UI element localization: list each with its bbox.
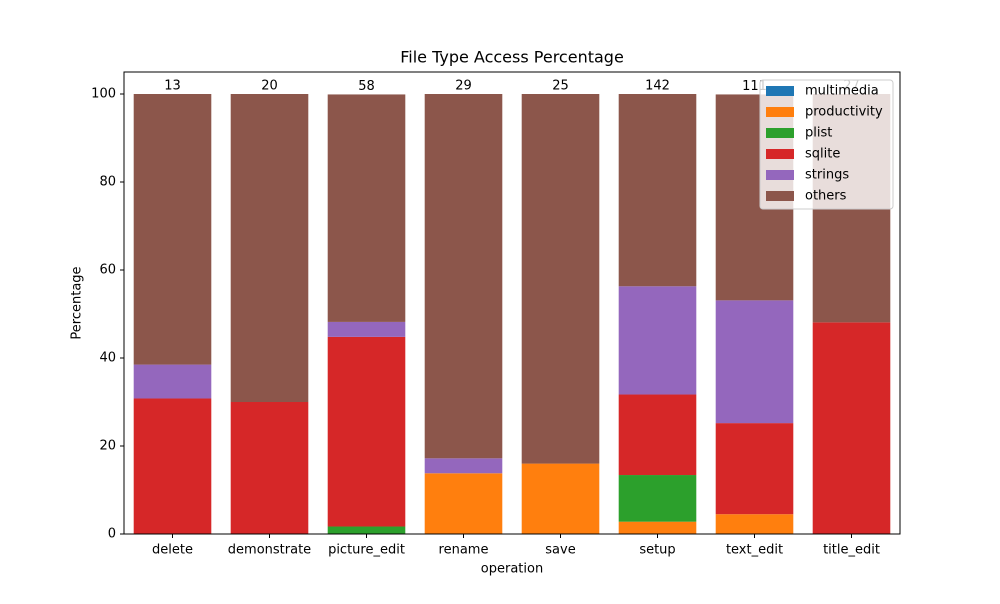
bar-segment [618, 521, 697, 534]
legend-label: multimedia [805, 84, 879, 99]
bar-segment [618, 475, 697, 522]
bar-segment [133, 398, 212, 534]
bar-label: 25 [552, 79, 569, 94]
y-axis-label: Percentage [70, 266, 85, 339]
bar-segment [327, 336, 406, 527]
legend-swatch [766, 86, 794, 96]
legend-swatch [766, 128, 794, 138]
x-tick-label: text_edit [726, 543, 783, 558]
y-tick-label: 100 [91, 87, 116, 102]
legend-swatch [766, 170, 794, 180]
chart-title: File Type Access Percentage [400, 48, 624, 67]
legend-swatch [766, 149, 794, 159]
y-tick-label: 20 [99, 439, 116, 454]
bar-segment [618, 94, 697, 287]
bar-segment [327, 321, 406, 337]
legend-label: productivity [805, 105, 883, 120]
x-tick-label: title_edit [823, 543, 880, 558]
axes-frame [123, 71, 901, 535]
x-tick-label: delete [152, 543, 193, 558]
bar-segment [618, 286, 697, 395]
x-tick-label: save [545, 543, 575, 558]
bar-segment [133, 94, 212, 365]
bar-label: 13 [164, 79, 181, 94]
bar-label: 20 [261, 79, 278, 94]
x-tick-label: setup [639, 543, 675, 558]
x-axis-label: operation [481, 562, 543, 577]
x-tick-label: picture_edit [328, 543, 405, 558]
bar-label: 58 [358, 79, 375, 94]
y-tick-label: 60 [99, 263, 116, 278]
bar-segment [424, 94, 503, 459]
y-tick-label: 40 [99, 351, 116, 366]
x-tick-label: demonstrate [228, 543, 311, 558]
y-tick-label: 80 [99, 175, 116, 190]
legend-label: plist [805, 126, 832, 141]
bar-segment [230, 402, 309, 534]
legend-swatch [766, 191, 794, 201]
bar-segment [715, 423, 794, 515]
bar-segment [715, 514, 794, 534]
bar-segment [424, 473, 503, 534]
y-tick-label: 0 [108, 527, 116, 542]
bar-segment [521, 463, 600, 534]
bar-segment [327, 526, 406, 534]
bar-segment [715, 300, 794, 424]
bar-segment [812, 322, 891, 534]
bar-segment [230, 94, 309, 402]
bar-label: 142 [645, 79, 670, 94]
x-tick-label: rename [439, 543, 489, 558]
bar-segment [521, 94, 600, 464]
bar-segment [618, 394, 697, 476]
legend: multimedia productivity plist sqlite strings… [759, 79, 894, 210]
legend-swatch [766, 107, 794, 117]
plot-area: 0 20 40 60 80 100 delete 13 demonstrate 20 picture… [91, 79, 891, 558]
bar-segment [327, 94, 406, 322]
bar-label: 29 [455, 79, 472, 94]
legend-label: strings [805, 168, 849, 183]
bar-segment [133, 364, 212, 399]
legend-label: others [805, 189, 847, 204]
bar-segment [424, 458, 503, 474]
legend-label: sqlite [805, 147, 840, 162]
